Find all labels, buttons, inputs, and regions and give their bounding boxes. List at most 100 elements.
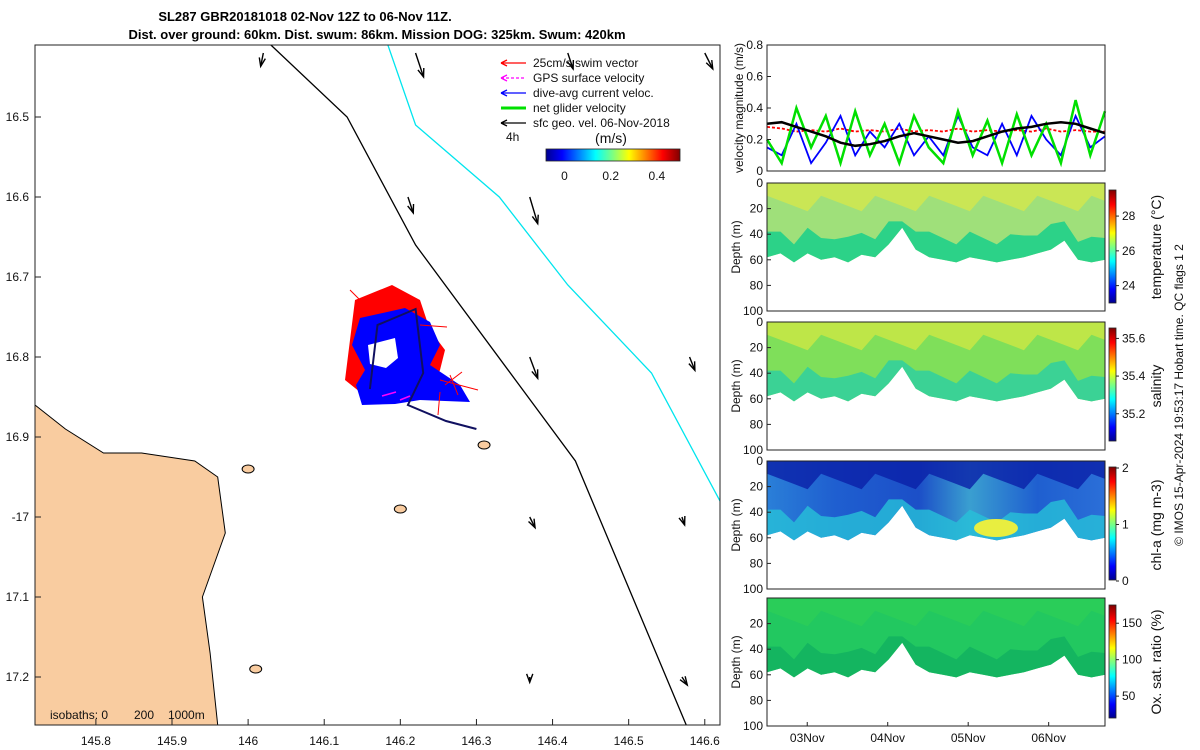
- colorbar-tick-label: 1: [1122, 518, 1129, 532]
- salinity-colorbar: [1108, 327, 1117, 442]
- colorbar-tick-label: 2: [1122, 461, 1129, 475]
- oxygen-colorbar: [1108, 604, 1117, 719]
- oxygen-y-ticks: 20 40 60 80 100: [743, 617, 771, 733]
- date-x-ticks: 03Nov 04Nov 05Nov 06Nov: [790, 722, 1066, 745]
- velocity-series-current: [766, 113, 1106, 165]
- figure-title-line1: SL287 GBR20181018 02-Nov 12Z to 06-Nov 1…: [158, 9, 451, 24]
- date-tick-label: 03Nov: [790, 731, 825, 745]
- legend-entry-swim: 25cm/s swim vector: [500, 56, 638, 70]
- map-content: [35, 45, 720, 725]
- depth-tick-label: 100: [743, 719, 763, 733]
- current-vectors: [258, 52, 714, 687]
- salinity-cbar-label: salinity: [1148, 365, 1164, 408]
- isobath-label-200: 200: [134, 708, 154, 722]
- map-y-tick-label: 16.6: [6, 190, 30, 204]
- salinity-colorbar-ticks: 35.2 35.4 35.6: [1116, 331, 1146, 421]
- depth-tick-label: 80: [750, 278, 764, 292]
- current-vector-arrow: [704, 52, 714, 71]
- velocity-y-tick-label: 0.6: [746, 70, 763, 84]
- chla-colorbar: [1108, 466, 1117, 581]
- legend-label-geo: sfc geo. vel. 06-Nov-2018: [533, 116, 670, 130]
- map-x-tick-label: 146.2: [385, 734, 415, 748]
- map-x-tick-label: 146: [238, 734, 258, 748]
- island: [393, 504, 407, 514]
- legend-entry-geo: sfc geo. vel. 06-Nov-2018: [500, 116, 670, 130]
- depth-tick-label: 20: [750, 202, 764, 216]
- map-colorbar-tick-label: 0.2: [602, 169, 619, 183]
- map-x-tick-label: 146.1: [309, 734, 339, 748]
- oxygen-colorbar-ticks: 50 100 150: [1116, 616, 1142, 703]
- temperature-colorbar-ticks: 24 26 28: [1116, 209, 1136, 293]
- temperature-ylabel: Depth (m): [729, 220, 743, 273]
- salinity-ylabel: Depth (m): [729, 359, 743, 412]
- island: [241, 464, 255, 474]
- map-colorbar-tick-label: 0: [561, 169, 568, 183]
- temperature-colorbar: [1108, 189, 1117, 304]
- depth-tick-label: 40: [750, 642, 764, 656]
- map-x-tick-label: 146.6: [690, 734, 720, 748]
- map-y-tick-label: 16.8: [6, 350, 30, 364]
- velocity-ylabel: velocity magnitude (m/s): [732, 43, 746, 173]
- chla-axes-box: [766, 460, 1106, 590]
- map-x-tick-label: 145.8: [81, 734, 111, 748]
- isobath-200: [270, 45, 687, 725]
- current-vector-cluster: [352, 308, 470, 405]
- depth-tick-label: 100: [743, 582, 763, 596]
- map-legend: 25cm/s swim vector GPS surface velocity …: [500, 56, 681, 183]
- depth-tick-label: 100: [743, 443, 763, 457]
- map-x-tick-label: 146.5: [614, 734, 644, 748]
- chla-surface-layer: [767, 461, 1105, 490]
- island: [249, 664, 263, 674]
- colorbar-tick-label: 35.6: [1122, 331, 1146, 345]
- chla-cbar-label: chl-a (mg m-3): [1148, 479, 1164, 570]
- current-vector-arrow: [529, 196, 539, 226]
- chla-maximum-patch: [974, 519, 1018, 537]
- depth-tick-label: 100: [743, 304, 763, 318]
- velocity-y-tick-label: 0.2: [746, 133, 763, 147]
- net-track-line: [368, 307, 477, 430]
- legend-label-gps: GPS surface velocity: [533, 71, 644, 85]
- map-panel: 25cm/s swim vector GPS surface velocity …: [6, 44, 721, 748]
- colorbar-tick-label: 0: [1122, 574, 1129, 588]
- velocity-y-tick-label: 0: [756, 164, 763, 178]
- depth-tick-label: 20: [750, 480, 764, 494]
- depth-tick-label: 40: [750, 505, 764, 519]
- current-vector-arrow: [679, 676, 689, 687]
- salinity-y-ticks: 0 20 40 60 80 100: [743, 315, 771, 457]
- islands: [241, 440, 491, 674]
- velocity-y-tick-label: 0.4: [746, 101, 763, 115]
- temperature-cbar-label: temperature (°C): [1148, 195, 1164, 299]
- temperature-y-ticks: 0 20 40 60 80 100: [743, 176, 771, 318]
- velocity-panel: 0 0.2 0.4 0.6 0.8 velocity magnitude (m/s): [732, 38, 1107, 178]
- isobath-label: isobaths: 0: [50, 708, 108, 722]
- chla-panel: 0 20 40 60 80 100 Depth (m) 0 1 2 chl-a (mg m-3…: [729, 454, 1164, 596]
- salinity-core: [767, 322, 1105, 351]
- map-y-ticks: 16.5 16.6 16.7 16.8 16.9 -17 17.1 17.2: [6, 110, 41, 684]
- salinity-right-water: [767, 360, 1105, 402]
- colorbar-tick-label: 35.4: [1122, 369, 1146, 383]
- isobath-1000: [387, 45, 720, 503]
- oxygen-panel: 20 40 60 80 100 Depth (m) 50 100 150 Ox. sat. …: [729, 597, 1164, 745]
- date-tick-label: 04Nov: [870, 731, 905, 745]
- current-vector-arrow: [688, 356, 696, 373]
- depth-tick-label: 0: [756, 315, 763, 329]
- current-vector-arrow: [258, 52, 266, 69]
- chla-y-ticks: 0 20 40 60 80 100: [743, 454, 771, 596]
- current-vector-arrow: [407, 196, 415, 215]
- velocity-series-net-glider: [765, 99, 1107, 168]
- oxygen-surface-layer: [767, 598, 1105, 627]
- map-colorbar-label: (m/s): [595, 130, 627, 146]
- map-y-tick-label: 16.9: [6, 430, 30, 444]
- current-vector-arrow: [414, 52, 425, 79]
- velocity-y-tick-label: 0.8: [746, 38, 763, 52]
- isobath-label-1000: 1000m: [168, 708, 205, 722]
- depth-tick-label: 60: [750, 531, 764, 545]
- legend-label-swim: 25cm/s swim vector: [533, 56, 638, 70]
- map-colorbar-ticks: 0 0.2 0.4: [561, 169, 665, 183]
- legend-label-net: net glider velocity: [533, 101, 626, 115]
- colorbar-tick-label: 100: [1122, 653, 1142, 667]
- legend-entry-net: net glider velocity: [501, 101, 626, 115]
- map-y-tick-label: 17.2: [6, 670, 30, 684]
- velocity-series: [765, 99, 1107, 168]
